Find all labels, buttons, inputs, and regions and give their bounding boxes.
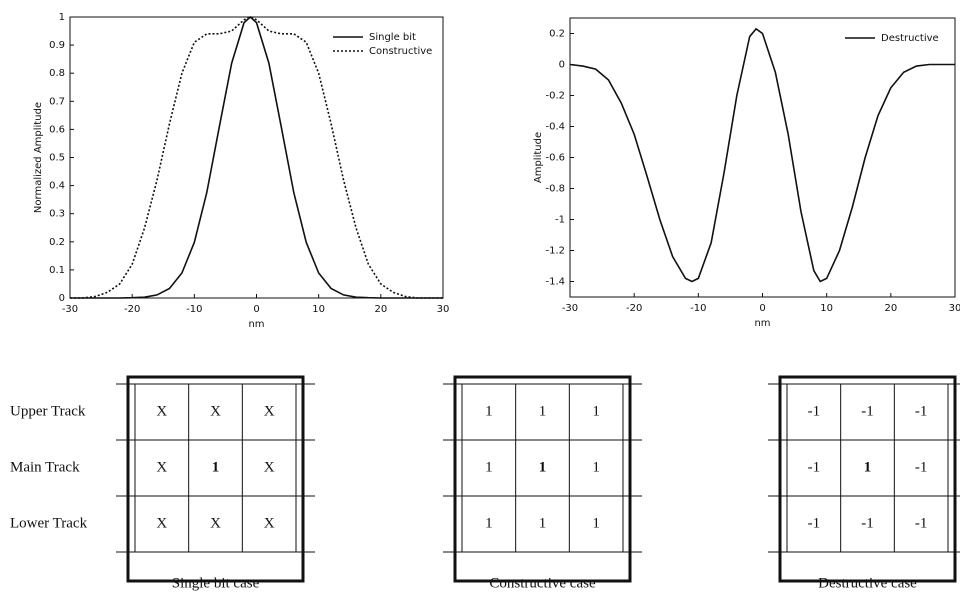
cell-value: X — [156, 515, 167, 531]
cell-value: 1 — [212, 459, 220, 475]
x-tick-label: -30 — [562, 303, 578, 314]
caption: Destructive case — [818, 575, 917, 591]
cell-value: -1 — [861, 403, 874, 419]
y-tick-label: 0.3 — [49, 209, 65, 220]
y-tick-label: 0.2 — [49, 237, 65, 248]
cell-value: -1 — [808, 403, 821, 419]
y-tick-label: 0 — [559, 60, 565, 71]
cell-value: 1 — [485, 459, 493, 475]
plot-frame — [70, 17, 443, 298]
cell-value: 1 — [485, 515, 493, 531]
legend-label: Destructive — [881, 33, 939, 44]
cell-value: X — [264, 459, 275, 475]
cell-value: 1 — [485, 403, 493, 419]
page: -30-20-10010203000.10.20.30.40.50.60.70.… — [0, 0, 960, 595]
track-label: Lower Track — [10, 515, 88, 531]
y-axis-label: Normalized Amplitude — [33, 102, 44, 213]
cell-value: -1 — [915, 403, 928, 419]
cell-value: -1 — [915, 459, 928, 475]
legend-label: Single bit — [369, 32, 416, 43]
y-tick-label: -0.4 — [545, 122, 565, 133]
x-tick-label: -10 — [186, 304, 202, 315]
cell-value: 1 — [539, 515, 547, 531]
caption: Single bit case — [172, 575, 260, 591]
y-axis-label: Amplitude — [533, 132, 544, 183]
y-tick-label: -1.4 — [545, 277, 565, 288]
y-tick-label: 0.2 — [549, 29, 565, 40]
y-tick-label: 0.4 — [49, 181, 65, 192]
cell-value: -1 — [861, 515, 874, 531]
y-tick-label: 0.7 — [49, 96, 65, 107]
x-tick-label: -10 — [690, 303, 706, 314]
x-tick-label: 0 — [759, 303, 765, 314]
y-tick-label: 1 — [59, 12, 65, 23]
series-line — [570, 29, 955, 282]
y-tick-label: -0.6 — [545, 153, 565, 164]
cell-value: -1 — [808, 459, 821, 475]
y-tick-label: 0.1 — [49, 265, 65, 276]
y-tick-label: 0.9 — [49, 40, 65, 51]
y-tick-label: 0.5 — [49, 153, 65, 164]
y-tick-label: -1 — [555, 215, 565, 226]
cell-value: X — [264, 515, 275, 531]
caption: Constructive case — [489, 575, 596, 591]
y-tick-label: -0.2 — [545, 91, 565, 102]
cell-value: 1 — [539, 403, 547, 419]
figure: -30-20-10010203000.10.20.30.40.50.60.70.… — [0, 0, 960, 595]
x-tick-label: 10 — [312, 304, 325, 315]
x-tick-label: 10 — [820, 303, 833, 314]
x-tick-label: 20 — [884, 303, 897, 314]
cell-value: 1 — [864, 459, 872, 475]
cell-value: 1 — [592, 403, 600, 419]
x-tick-label: 20 — [374, 304, 387, 315]
y-tick-label: 0.8 — [49, 68, 65, 79]
cell-value: 1 — [592, 515, 600, 531]
cell-value: -1 — [808, 515, 821, 531]
cell-value: X — [156, 403, 167, 419]
series-line — [70, 17, 443, 298]
x-tick-label: 30 — [437, 304, 450, 315]
y-tick-label: 0 — [59, 293, 65, 304]
cell-value: X — [210, 515, 221, 531]
x-axis-label: nm — [248, 319, 264, 330]
x-axis-label: nm — [754, 318, 770, 329]
cell-value: X — [210, 403, 221, 419]
y-tick-label: -0.8 — [545, 184, 565, 195]
x-tick-label: 30 — [949, 303, 960, 314]
x-tick-label: -30 — [62, 304, 78, 315]
track-label: Upper Track — [10, 403, 86, 419]
x-tick-label: 0 — [253, 304, 259, 315]
track-label: Main Track — [10, 459, 80, 475]
x-tick-label: -20 — [124, 304, 140, 315]
y-tick-label: 0.6 — [49, 124, 65, 135]
cell-value: 1 — [539, 459, 547, 475]
y-tick-label: -1.2 — [545, 246, 565, 257]
cell-value: X — [264, 403, 275, 419]
series-line — [70, 17, 443, 298]
x-tick-label: -20 — [626, 303, 642, 314]
cell-value: X — [156, 459, 167, 475]
cell-value: -1 — [915, 515, 928, 531]
plot-frame — [570, 18, 955, 297]
cell-value: 1 — [592, 459, 600, 475]
legend-label: Constructive — [369, 46, 432, 57]
